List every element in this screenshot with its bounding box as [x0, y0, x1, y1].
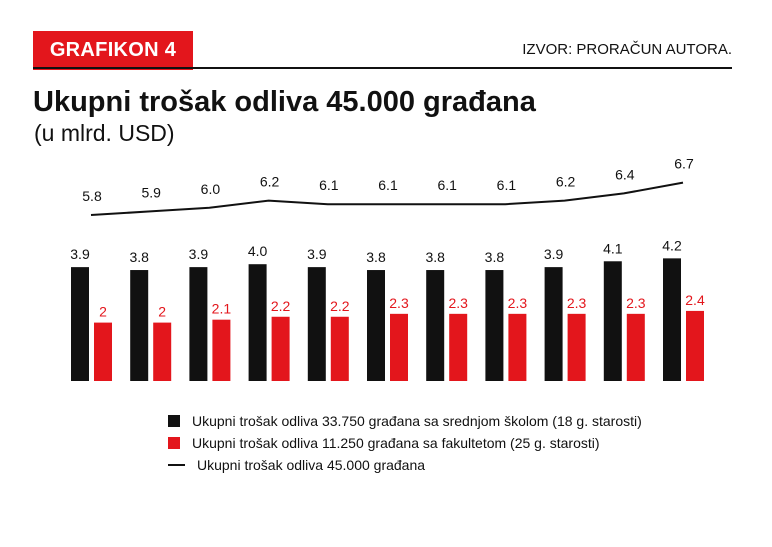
legend-item-total: Ukupni trošak odliva 45.000 građana: [168, 454, 642, 476]
legend-label-highschool: Ukupni trošak odliva 33.750 građana sa s…: [192, 413, 642, 429]
bar-highschool: [71, 267, 89, 381]
data-label-total: 6.1: [378, 177, 398, 193]
bar-university: [212, 319, 231, 381]
data-label-total: 6.1: [497, 177, 517, 193]
data-label-total: 6.2: [556, 174, 576, 190]
data-label-total: 6.1: [437, 177, 457, 193]
data-label-highschool: 3.9: [307, 246, 327, 262]
bar-highschool: [426, 270, 445, 381]
bar-highschool: [248, 264, 267, 381]
chart-legend: Ukupni trošak odliva 33.750 građana sa s…: [168, 410, 642, 476]
bar-highschool: [485, 270, 504, 381]
data-label-total: 6.1: [319, 177, 339, 193]
data-label-total: 6.7: [674, 156, 694, 172]
bar-university: [449, 313, 468, 381]
data-label-university: 2.3: [508, 295, 528, 311]
data-label-highschool: 3.8: [425, 249, 445, 265]
line-total: [90, 181, 684, 216]
legend-line-black: [168, 464, 185, 467]
bar-university: [153, 322, 172, 381]
legend-label-university: Ukupni trošak odliva 11.250 građana sa f…: [192, 435, 600, 451]
data-label-highschool: 4.0: [248, 243, 268, 259]
legend-item-highschool: Ukupni trošak odliva 33.750 građana sa s…: [168, 410, 642, 432]
legend-label-total: Ukupni trošak odliva 45.000 građana: [197, 457, 426, 473]
bar-university: [686, 310, 704, 381]
data-label-university: 2: [99, 304, 107, 320]
bar-university: [567, 313, 586, 381]
bar-university: [390, 313, 408, 381]
data-label-highschool: 4.1: [603, 240, 623, 256]
bar-highschool: [307, 267, 326, 381]
chart-number-badge: GRAFIKON 4: [33, 31, 193, 70]
data-label-total: 6.0: [201, 181, 221, 197]
data-label-university: 2.2: [330, 298, 350, 314]
data-label-highschool: 3.9: [189, 246, 209, 262]
data-label-highschool: 3.9: [70, 246, 90, 262]
data-label-highschool: 4.2: [662, 237, 682, 253]
bar-university: [94, 322, 112, 381]
source-note: IZVOR: PRORAČUN AUTORA.: [522, 41, 732, 58]
data-label-highschool: 3.9: [544, 246, 564, 262]
bar-highschool: [367, 270, 385, 381]
data-label-highschool: 3.8: [485, 249, 505, 265]
data-label-university: 2.3: [626, 295, 646, 311]
data-label-total: 6.4: [615, 166, 635, 182]
data-label-university: 2: [158, 304, 166, 320]
bar-university: [271, 316, 290, 381]
data-label-total: 5.8: [82, 188, 102, 204]
data-label-university: 2.4: [685, 292, 705, 308]
bar-highschool: [603, 261, 622, 381]
bar-university: [626, 313, 645, 381]
data-label-university: 2.3: [567, 295, 587, 311]
data-label-university: 2.2: [271, 298, 291, 314]
legend-item-university: Ukupni trošak odliva 11.250 građana sa f…: [168, 432, 642, 454]
data-label-total: 6.2: [260, 174, 280, 190]
legend-swatch-red: [168, 437, 180, 450]
legend-swatch-black: [168, 415, 180, 428]
bar-university: [508, 313, 527, 381]
data-label-highschool: 3.8: [129, 249, 149, 265]
bar-highschool: [544, 267, 563, 381]
bar-highschool: [130, 270, 149, 381]
chart-subtitle: (u mlrd. USD): [34, 120, 175, 146]
chart-title: Ukupni trošak odliva 45.000 građana: [33, 86, 536, 118]
data-label-highschool: 3.8: [366, 249, 386, 265]
bar-university: [330, 316, 349, 381]
bar-highschool: [663, 258, 681, 381]
data-label-university: 2.3: [448, 295, 468, 311]
data-label-total: 5.9: [141, 184, 161, 200]
data-label-university: 2.1: [212, 301, 232, 317]
data-label-university: 2.3: [389, 295, 409, 311]
header-rule: [33, 67, 732, 69]
bar-highschool: [189, 267, 208, 381]
